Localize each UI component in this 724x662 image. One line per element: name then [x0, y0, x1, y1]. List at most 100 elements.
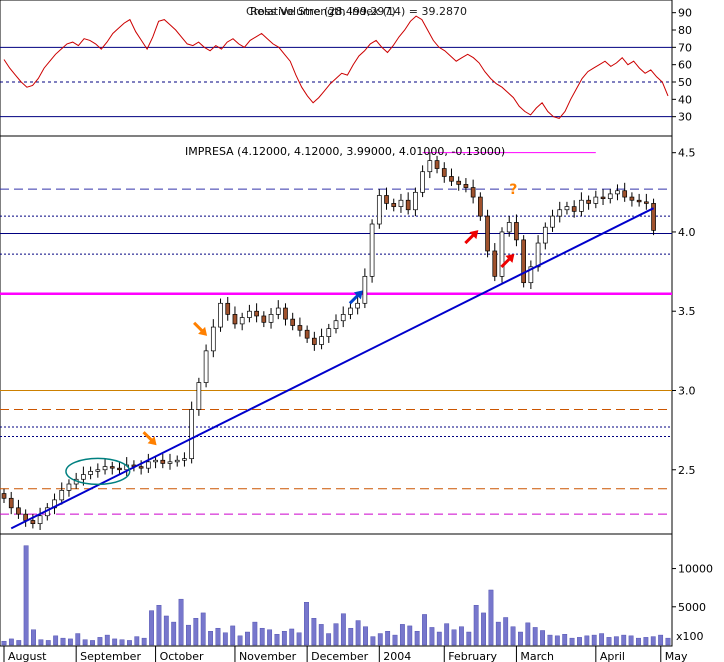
candle-body [579, 199, 584, 212]
volume-bar [414, 631, 420, 646]
volume-bar [208, 631, 213, 646]
candle-body [239, 317, 245, 325]
candle-body [290, 318, 296, 326]
volume-layer: 10000 5000 [1, 545, 713, 646]
candle-body [37, 515, 43, 525]
x-axis: August September October November December 20… [3, 646, 688, 662]
volume-bar [245, 631, 250, 646]
price-tick-label: 2.5 [678, 464, 696, 477]
candle-body [8, 497, 14, 509]
candle-body [521, 239, 526, 284]
candle-body [340, 314, 346, 322]
candle-body [593, 196, 599, 204]
candle-body [304, 329, 310, 339]
candle-body [268, 314, 274, 323]
candle-body [557, 209, 563, 217]
volume-bar [304, 602, 309, 646]
volume-bar [525, 622, 531, 646]
month-label: August [8, 650, 47, 662]
month-label: December [311, 650, 369, 662]
candle-body [420, 171, 425, 193]
rsi-tick-label: 50 [678, 76, 692, 89]
volume-bar [178, 598, 184, 646]
candle-body [376, 195, 382, 225]
candle-body [405, 199, 411, 211]
candle-body [384, 195, 389, 204]
volume-bar [355, 620, 361, 646]
volume-bar [296, 632, 302, 646]
candle-body [312, 337, 317, 345]
volume-bar [16, 640, 22, 646]
annotation-arrow-head [147, 436, 157, 446]
volume-bar [370, 636, 376, 646]
volume-bar [326, 633, 332, 646]
volume-bar [562, 634, 568, 646]
candle-body [319, 336, 324, 345]
volume-bar [459, 626, 464, 646]
rsi-layer: 90 80 70 60 50 40 30 [0, 7, 692, 124]
candle-body [456, 180, 462, 185]
volume-bar [547, 634, 553, 646]
volume-bar [31, 629, 36, 646]
price-layer: ? 4.5 4.0 3.5 3.0 2.5 [0, 147, 696, 530]
volume-bar [171, 621, 177, 646]
candle-body [167, 461, 173, 464]
volume-bar [473, 605, 479, 646]
rsi-tick-label: 40 [678, 93, 692, 106]
volume-bar [392, 634, 398, 646]
month-label: October [160, 650, 204, 662]
candle-body [297, 325, 303, 331]
volume-bar [658, 634, 664, 646]
candle-body [651, 203, 656, 231]
candle-body [203, 350, 209, 383]
volume-tick-label: 10000 [678, 563, 713, 576]
volume-bar [429, 627, 435, 646]
candle-body [535, 242, 541, 268]
volume-bar [643, 637, 649, 646]
volume-bar [45, 640, 51, 646]
volume-bar [348, 627, 354, 646]
candle-body [600, 196, 606, 200]
candle-body [218, 302, 223, 328]
volume-bar [134, 636, 140, 646]
volume-tick-label: 5000 [678, 601, 706, 614]
candle-body [463, 184, 469, 188]
candle-body [434, 160, 440, 169]
candle-body [441, 168, 447, 177]
candle-body [629, 196, 635, 201]
candle-body [95, 469, 101, 472]
rsi-tick-label: 30 [678, 111, 692, 124]
volume-bar [532, 627, 538, 646]
candle-body [210, 326, 216, 352]
candle-body [196, 382, 202, 410]
volume-bar [606, 637, 612, 646]
volume-bar [215, 627, 221, 646]
volume-bar [495, 621, 501, 646]
volume-bar [259, 627, 265, 646]
candle-body [499, 231, 505, 277]
rsi-tick-label: 90 [678, 7, 692, 20]
rsi-panel-frame [0, 0, 673, 137]
rsi-tick-label: 80 [678, 24, 692, 37]
candle-body [413, 191, 418, 211]
candle-body [59, 490, 65, 501]
candle-body [254, 310, 259, 317]
candle-body [174, 459, 180, 463]
price-tick-label: 3.5 [678, 305, 696, 318]
candle-body [369, 223, 375, 277]
candle-body [391, 203, 397, 207]
candle-body [478, 196, 483, 217]
annotation-arrow-head [198, 326, 208, 336]
volume-bar [518, 631, 523, 646]
price-tick-label: 3.0 [678, 384, 696, 397]
annotation-arrow-head [469, 230, 479, 240]
volume-bar [636, 637, 641, 646]
candle-body [542, 226, 548, 244]
volume-bar [237, 635, 243, 646]
candle-body [355, 302, 360, 309]
candle-body [117, 467, 122, 471]
candle-body [153, 459, 158, 463]
price-title: IMPRESA (4.12000, 4.12000, 3.99000, 4.01… [185, 145, 505, 158]
month-label: April [600, 650, 625, 662]
volume-bar [193, 618, 199, 646]
